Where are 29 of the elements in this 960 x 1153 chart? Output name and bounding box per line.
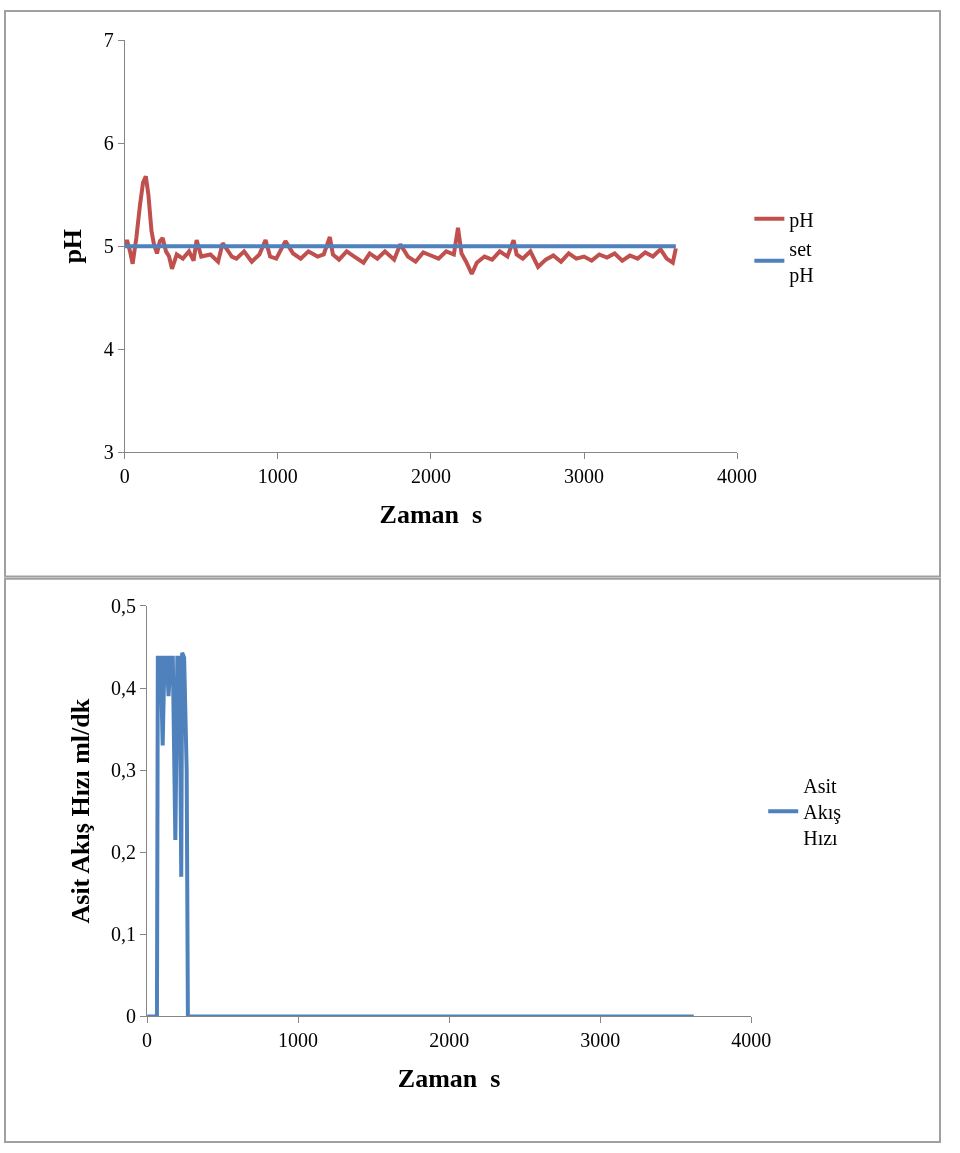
x-tick-label: 1000 — [278, 1029, 319, 1052]
legend-label: pH — [789, 208, 814, 232]
y-tick-label: 0,1 — [111, 923, 137, 946]
y-tick-label: 5 — [103, 235, 114, 258]
y-tick-label: 6 — [103, 132, 114, 155]
y-axis-title: Asit Akış Hızı ml/dk — [65, 698, 95, 924]
y-tick-label: 0,2 — [111, 841, 137, 864]
x-tick-label: 4000 — [717, 465, 758, 488]
line-series — [124, 174, 678, 277]
x-axis-title: Zaman s — [379, 499, 483, 529]
x-tick-label: 4000 — [731, 1029, 772, 1052]
x-tick-label: 3000 — [564, 465, 604, 488]
y-tick-label: 0,3 — [111, 759, 137, 782]
y-tick-label: 3 — [103, 441, 114, 464]
x-tick-label: 2000 — [429, 1029, 470, 1052]
x-tick-label: 3000 — [580, 1029, 621, 1052]
y-axis-title: pH — [58, 228, 88, 264]
y-tick-label: 0,5 — [111, 594, 137, 617]
x-tick-label: 1000 — [257, 465, 298, 488]
legend-label: Asit Akış Hızı — [803, 774, 842, 849]
line-series — [147, 650, 696, 1017]
x-tick-label: 0 — [142, 1029, 153, 1052]
y-tick-label: 4 — [103, 338, 114, 361]
y-tick-label: 0,4 — [111, 677, 137, 700]
y-tick-label: 0 — [126, 1005, 137, 1028]
legend-label: set pH — [789, 237, 814, 287]
y-tick-label: 7 — [103, 29, 114, 52]
x-tick-label: 2000 — [410, 465, 451, 488]
x-axis-title: Zaman s — [397, 1064, 501, 1094]
